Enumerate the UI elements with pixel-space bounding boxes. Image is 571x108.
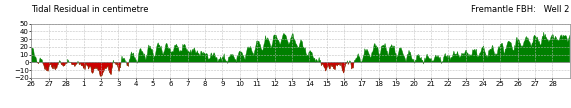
Text: Fremantle FBH:   Well 2: Fremantle FBH: Well 2	[472, 5, 570, 14]
Text: Tidal Residual in centimetre: Tidal Residual in centimetre	[31, 5, 149, 14]
